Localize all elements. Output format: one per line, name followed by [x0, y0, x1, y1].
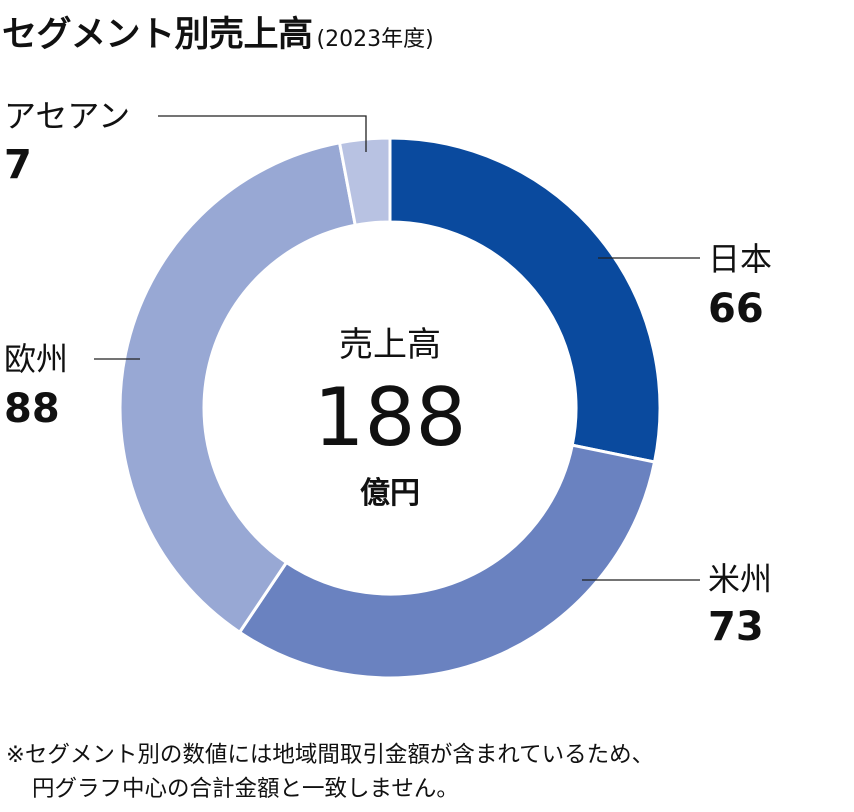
slice-label-value-0: 66 — [708, 286, 764, 332]
leader-line-3 — [158, 115, 367, 152]
chart-title: セグメント別売上高 — [2, 15, 313, 55]
center-total: 188 — [314, 371, 467, 464]
slice-label-name-0: 日本 — [708, 240, 772, 278]
slice-label-value-3: 7 — [4, 142, 32, 188]
slice-labels: 日本 66 米州 73 欧州 88 アセアン 7 — [4, 97, 772, 650]
slice-label-value-1: 73 — [708, 604, 764, 650]
footnote-line-2: 円グラフ中心の合計金額と一致しません。 — [32, 776, 459, 802]
donut-slices — [118, 136, 662, 680]
slice-label-name-1: 米州 — [708, 560, 772, 598]
slice-label-name-2: 欧州 — [4, 340, 68, 378]
footnote: ※セグメント別の数値には地域間取引金額が含まれているため、 円グラフ中心の合計金… — [6, 738, 654, 806]
chart-title-block: セグメント別売上高 (2023年度) — [2, 6, 434, 57]
slice-2 — [118, 140, 357, 635]
footnote-line-1: ※セグメント別の数値には地域間取引金額が含まれているため、 — [6, 742, 655, 768]
slice-label-value-2: 88 — [4, 386, 60, 432]
chart-subtitle: (2023年度) — [316, 27, 434, 52]
slice-1 — [237, 443, 657, 680]
center-unit: 億円 — [360, 476, 420, 511]
leader-lines — [94, 115, 700, 581]
center-label-group: 売上高 188 億円 — [314, 325, 467, 511]
slice-label-name-3: アセアン — [4, 97, 130, 135]
slice-0 — [388, 136, 662, 464]
center-label: 売上高 — [339, 325, 441, 365]
slice-3 — [337, 136, 392, 228]
